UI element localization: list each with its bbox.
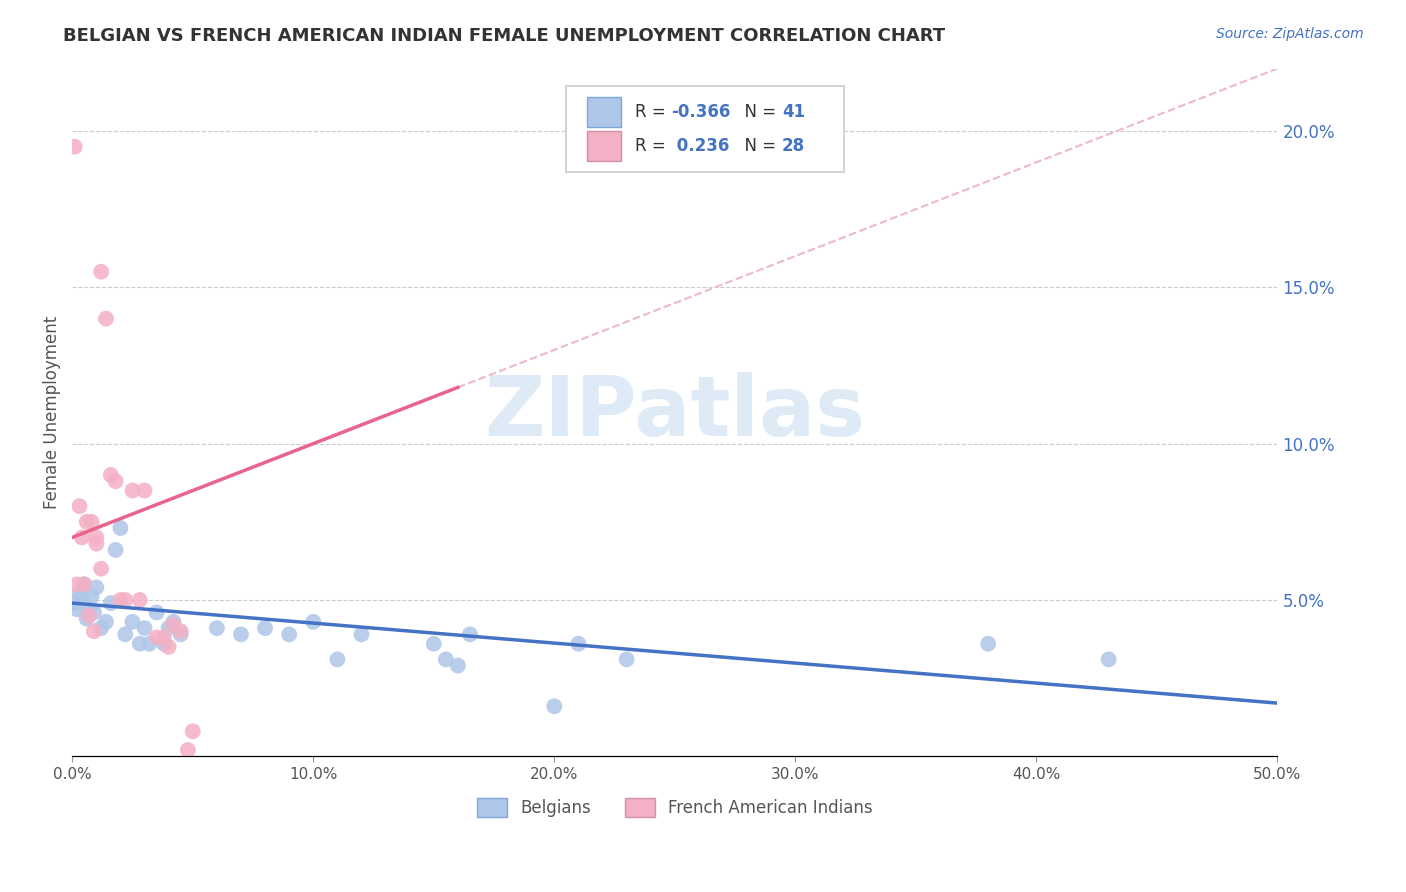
Point — [157, 640, 180, 654]
Point — [104, 543, 127, 558]
Point — [77, 608, 100, 623]
Point — [100, 596, 122, 610]
Point — [73, 577, 96, 591]
Point — [134, 621, 156, 635]
Text: BELGIAN VS FRENCH AMERICAN INDIAN FEMALE UNEMPLOYMENT CORRELATION CHART: BELGIAN VS FRENCH AMERICAN INDIAN FEMALE… — [63, 27, 945, 45]
Point — [145, 606, 167, 620]
Point — [70, 531, 93, 545]
Point — [170, 627, 193, 641]
Point — [86, 537, 108, 551]
Bar — [586, 131, 620, 161]
Bar — [586, 96, 620, 127]
Text: Source: ZipAtlas.com: Source: ZipAtlas.com — [1216, 27, 1364, 41]
Point — [90, 621, 112, 635]
Point — [153, 631, 176, 645]
Point — [86, 581, 108, 595]
Point — [153, 637, 176, 651]
Point — [100, 467, 122, 482]
Point — [90, 265, 112, 279]
Text: 28: 28 — [782, 137, 806, 155]
Point — [145, 631, 167, 645]
Point — [205, 621, 228, 635]
Legend: Belgians, French American Indians: Belgians, French American Indians — [471, 791, 879, 823]
Point — [83, 606, 105, 620]
Text: R =: R = — [636, 137, 671, 155]
Point — [616, 652, 638, 666]
Point — [66, 577, 89, 591]
Point — [114, 593, 136, 607]
Point — [94, 615, 117, 629]
Point — [138, 637, 160, 651]
Point — [458, 627, 481, 641]
Point — [128, 637, 150, 651]
Text: N =: N = — [734, 103, 782, 120]
Point — [229, 627, 252, 641]
Point — [128, 593, 150, 607]
Point — [73, 577, 96, 591]
Point — [70, 590, 93, 604]
Point — [80, 515, 103, 529]
Point — [104, 474, 127, 488]
Point — [80, 590, 103, 604]
Point — [121, 483, 143, 498]
Y-axis label: Female Unemployment: Female Unemployment — [44, 316, 60, 509]
Point — [76, 612, 98, 626]
Point — [326, 652, 349, 666]
Point — [254, 621, 277, 635]
Point — [157, 621, 180, 635]
Text: 41: 41 — [782, 103, 806, 120]
Point — [162, 615, 184, 629]
Point — [423, 637, 446, 651]
Point — [114, 627, 136, 641]
Point — [110, 593, 132, 607]
Point — [121, 615, 143, 629]
Point — [63, 596, 86, 610]
Text: R =: R = — [636, 103, 671, 120]
Point — [1098, 652, 1121, 666]
Point — [170, 624, 193, 639]
Point — [350, 627, 373, 641]
Text: 0.236: 0.236 — [671, 137, 730, 155]
Point — [134, 483, 156, 498]
Text: ZIPatlas: ZIPatlas — [484, 372, 865, 453]
Point — [110, 521, 132, 535]
Point — [63, 139, 86, 153]
Text: N =: N = — [734, 137, 782, 155]
Point — [86, 531, 108, 545]
Text: -0.366: -0.366 — [671, 103, 731, 120]
Point — [162, 618, 184, 632]
Point — [76, 515, 98, 529]
Point — [69, 499, 91, 513]
Point — [567, 637, 589, 651]
FancyBboxPatch shape — [567, 86, 844, 171]
Point — [302, 615, 325, 629]
Point — [543, 699, 565, 714]
Point — [177, 743, 200, 757]
Point — [977, 637, 1000, 651]
Point — [77, 602, 100, 616]
Point — [66, 602, 89, 616]
Point — [447, 658, 470, 673]
Point — [90, 562, 112, 576]
Point — [94, 311, 117, 326]
Point — [181, 724, 204, 739]
Point — [278, 627, 301, 641]
Point — [434, 652, 457, 666]
Point — [83, 624, 105, 639]
Point — [69, 587, 91, 601]
